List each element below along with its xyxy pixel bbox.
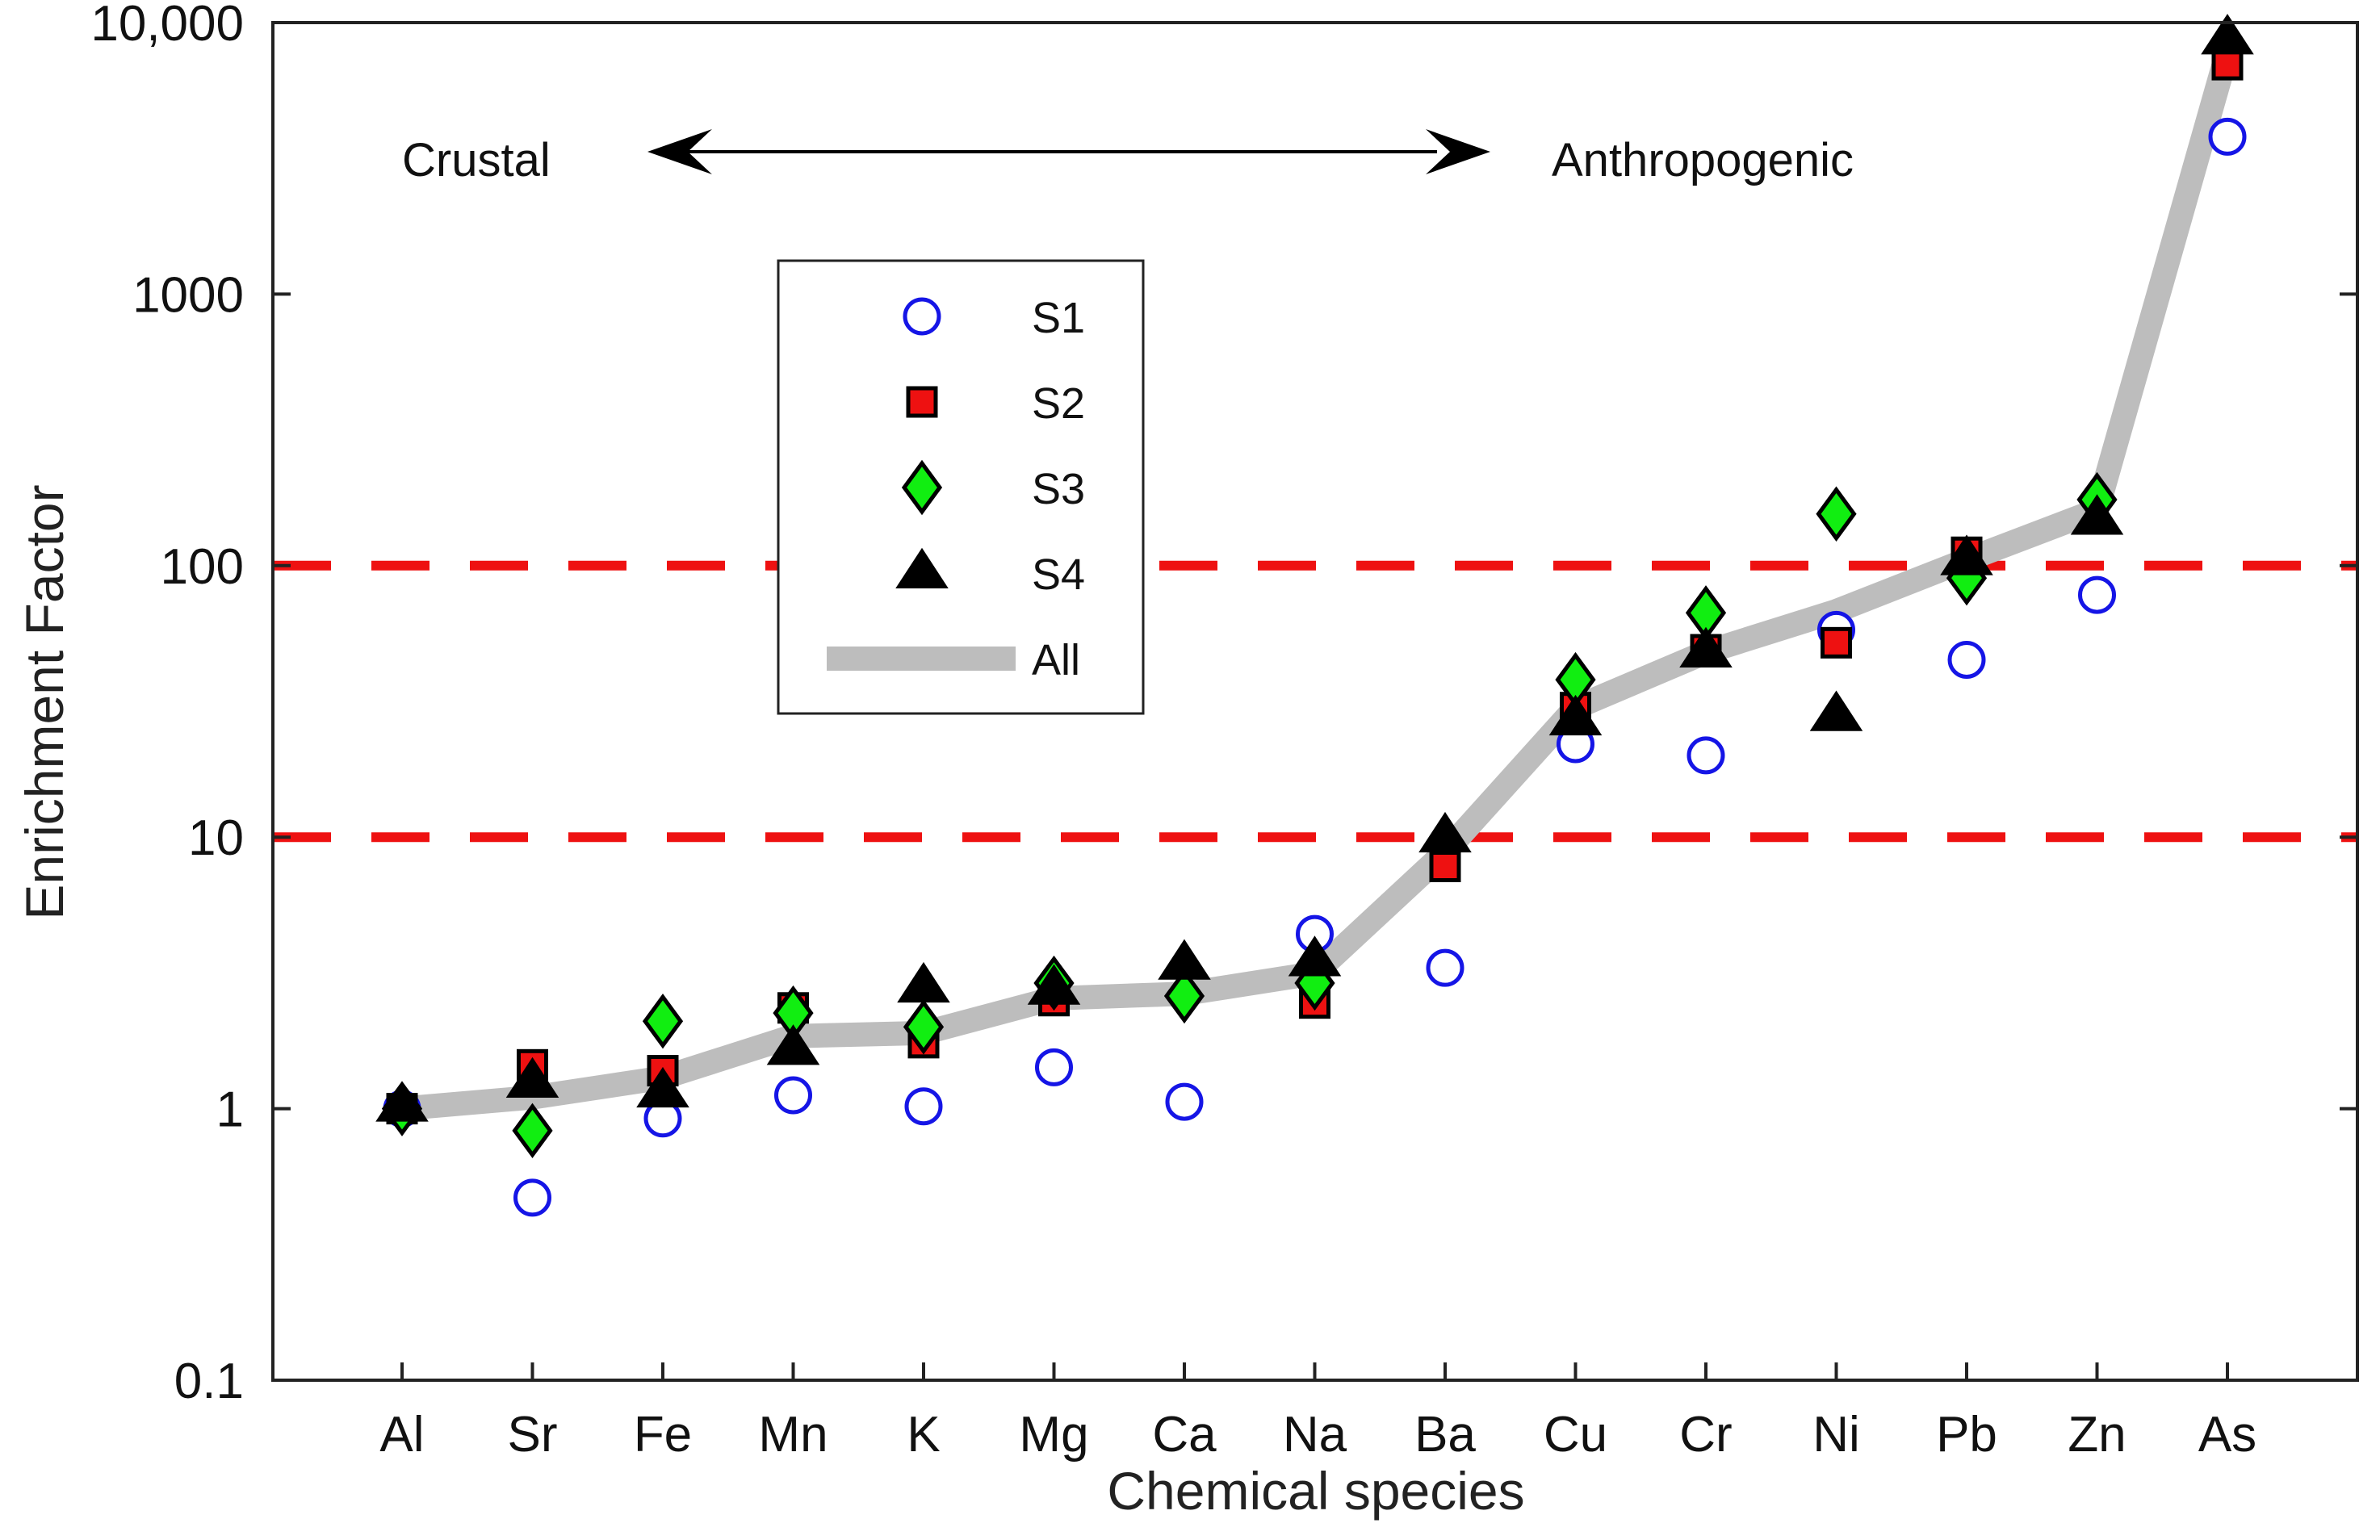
x-tick-label-as: As [2198,1407,2256,1463]
crustal-label: Crustal [402,134,551,186]
point-s4-cr [1679,626,1733,668]
point-s1-pb [1947,640,1986,679]
y-tick-label: 10 [188,810,244,866]
point-s1-mg [1035,1048,1073,1086]
point-s4-cu [1548,694,1603,736]
point-s4-fe [636,1066,689,1108]
y-tick-label: 10,000 [90,0,244,52]
point-s1-sr [513,1178,551,1217]
x-tick-label-sr: Sr [508,1407,558,1463]
legend: S1 S2 S3 S4 All [777,259,1145,715]
legend-label-s3: S3 [1032,465,1085,513]
x-tick-label-ba: Ba [1414,1407,1476,1463]
point-s3-ca [1163,968,1205,1024]
point-s4-mg [1027,964,1081,1005]
legend-swatch-s1 [903,297,941,336]
point-s3-k [903,999,945,1055]
reference-lines [273,560,2357,843]
point-s1-k [904,1087,943,1126]
x-tick-label-cu: Cu [1544,1407,1607,1463]
point-s1-zn [2078,575,2116,614]
x-tick-label-ca: Ca [1152,1407,1217,1463]
point-s4-k [897,961,950,1003]
point-s4-as [2201,14,2254,55]
legend-label-all: All [1032,636,1080,684]
point-s1-ba [1426,948,1464,987]
point-s4-ca [1158,939,1211,980]
x-tick-label-na: Na [1283,1407,1347,1463]
y-tick-label: 1 [216,1082,244,1138]
x-tick-label-ni: Ni [1812,1407,1860,1463]
arrow-left-icon [647,129,712,174]
point-s4-sr [505,1057,559,1098]
y-axis-title: Enrichment Factor [15,484,74,919]
point-s4-al [375,1081,429,1122]
legend-swatch-s4 [895,547,949,588]
point-s2-as [2211,48,2244,81]
point-s1-as [2208,117,2247,156]
x-tick-label-k: K [907,1407,940,1463]
point-s3-sr [512,1103,553,1159]
point-s4-pb [1940,534,1993,575]
point-s3-fe [642,993,684,1049]
x-tick-label-mn: Mn [758,1407,828,1463]
legend-swatch-s3 [901,459,943,516]
point-s4-ba [1418,811,1472,853]
x-tick-label-pb: Pb [1936,1407,1997,1463]
legend-label-s2: S2 [1032,379,1085,428]
x-tick-label-zn: Zn [2068,1407,2126,1463]
double-arrow [647,129,1490,174]
point-s4-zn [2070,494,2124,535]
point-s1-ca [1165,1082,1204,1121]
x-tick-label-mg: Mg [1019,1407,1088,1463]
x-tick-label-fe: Fe [634,1407,692,1463]
point-s4-na [1288,935,1342,977]
point-s1-mn [774,1076,812,1115]
point-s1-cr [1687,736,1725,775]
point-s4-ni [1809,690,1863,731]
x-axis-ticks: Al Sr Fe Mn K Mg Ca Na Ba Cu Cr Ni Pb Zn As [379,1362,2256,1463]
y-tick-label: 1000 [132,267,244,323]
legend-label-s1: S1 [1032,294,1085,342]
arrow-right-icon [1426,129,1490,174]
legend-items: S1 S2 S3 S4 All [827,294,1085,684]
y-tick-label: 0.1 [174,1354,244,1409]
y-tick-label: 100 [161,539,244,595]
legend-swatch-s2 [906,386,938,418]
point-s2-ni [1821,626,1852,659]
anthropogenic-label: Anthropogenic [1552,134,1854,186]
legend-label-s4: S4 [1032,550,1085,599]
legend-box [777,259,1145,715]
point-s3-ni [1816,486,1857,542]
y-axis-ticks: 0.1 1 10 100 1000 10,000 [90,0,2357,1409]
point-s2-ba [1429,850,1461,882]
x-axis-title: Chemical species [1107,1461,1524,1521]
x-tick-label-al: Al [379,1407,424,1463]
point-s4-mn [766,1024,820,1065]
series-markers [375,14,2254,1217]
x-tick-label-cr: Cr [1679,1407,1732,1463]
